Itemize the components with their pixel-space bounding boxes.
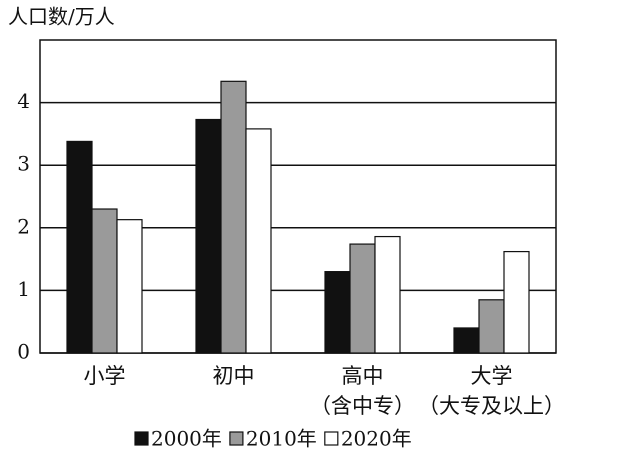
legend-label: 2020年 <box>341 427 412 451</box>
legend-swatch <box>229 431 244 446</box>
legend-swatch <box>134 431 149 446</box>
y-tick-label: 0 <box>17 340 30 364</box>
bar <box>349 243 376 354</box>
x-tick-label: 初中 <box>212 364 255 388</box>
x-tick-label: 大学 （大专及以上） <box>418 364 565 418</box>
bar <box>453 327 480 354</box>
y-tick-label: 1 <box>17 277 30 301</box>
x-tick-label: 小学 <box>83 364 126 388</box>
legend-label: 2010年 <box>246 427 317 451</box>
legend-swatch <box>324 431 339 446</box>
y-tick-label: 3 <box>17 152 30 176</box>
x-tick-label: 高中 （含中专） <box>310 364 415 418</box>
y-axis-label: 人口数/万人 <box>8 5 115 29</box>
y-tick-label: 4 <box>17 89 30 113</box>
bar <box>195 118 222 354</box>
legend-label: 2000年 <box>151 427 222 451</box>
bar <box>66 140 93 354</box>
bar <box>116 219 143 354</box>
bar <box>478 299 505 354</box>
bar <box>324 271 351 354</box>
y-tick-label: 2 <box>17 214 30 238</box>
bar <box>91 208 118 354</box>
bar <box>220 80 247 354</box>
bar <box>503 250 530 354</box>
bar <box>374 235 401 354</box>
plot-frame <box>39 39 557 354</box>
bar <box>245 128 272 354</box>
